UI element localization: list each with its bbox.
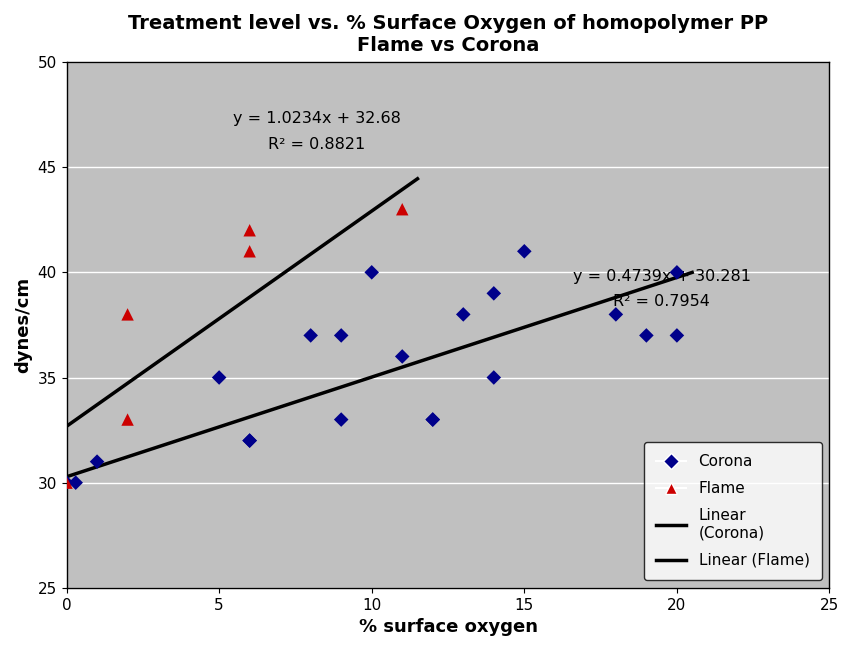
Flame bbox=[243, 246, 256, 257]
Corona bbox=[425, 414, 439, 424]
Corona bbox=[334, 330, 348, 341]
Title: Treatment level vs. % Surface Oxygen of homopolymer PP
Flame vs Corona: Treatment level vs. % Surface Oxygen of … bbox=[128, 14, 767, 55]
Flame bbox=[60, 478, 73, 488]
X-axis label: % surface oxygen: % surface oxygen bbox=[358, 618, 537, 636]
Corona bbox=[517, 246, 531, 257]
Flame bbox=[121, 414, 135, 424]
Corona bbox=[425, 414, 439, 424]
Corona bbox=[60, 478, 73, 488]
Corona bbox=[670, 267, 683, 278]
Corona bbox=[608, 309, 622, 320]
Corona bbox=[69, 478, 83, 488]
Corona bbox=[486, 288, 500, 298]
Flame bbox=[121, 309, 135, 320]
Corona bbox=[456, 309, 469, 320]
Text: R² = 0.7954: R² = 0.7954 bbox=[613, 294, 709, 309]
Text: R² = 0.8821: R² = 0.8821 bbox=[268, 136, 365, 151]
Legend: Corona, Flame, Linear
(Corona), Linear (Flame): Corona, Flame, Linear (Corona), Linear (… bbox=[643, 442, 820, 580]
Corona bbox=[395, 351, 409, 361]
Corona bbox=[243, 436, 256, 446]
Corona bbox=[243, 436, 256, 446]
Y-axis label: dynes/cm: dynes/cm bbox=[14, 277, 32, 373]
Flame bbox=[395, 204, 409, 214]
Text: y = 0.4739x + 30.281: y = 0.4739x + 30.281 bbox=[572, 269, 750, 284]
Corona bbox=[365, 267, 378, 278]
Flame bbox=[243, 225, 256, 235]
Corona bbox=[212, 372, 226, 383]
Corona bbox=[90, 456, 104, 467]
Text: y = 1.0234x + 32.68: y = 1.0234x + 32.68 bbox=[233, 111, 400, 126]
Corona bbox=[486, 372, 500, 383]
Corona bbox=[334, 414, 348, 424]
Corona bbox=[639, 330, 653, 341]
Corona bbox=[670, 330, 683, 341]
Corona bbox=[303, 330, 317, 341]
